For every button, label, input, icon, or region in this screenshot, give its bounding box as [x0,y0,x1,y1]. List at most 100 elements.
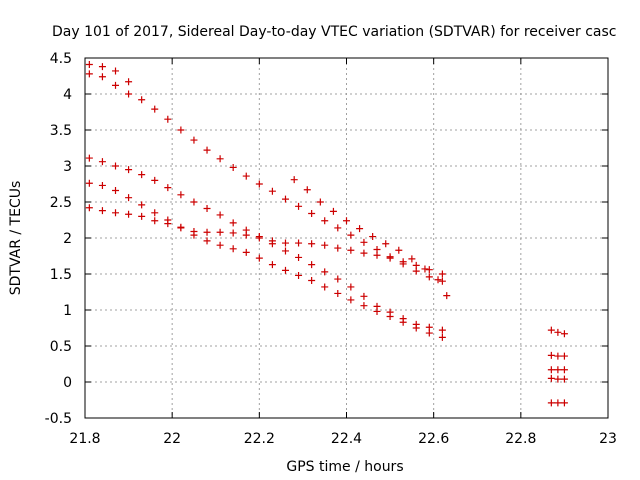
x-tick-label: 22.4 [331,431,362,447]
data-point [554,352,562,360]
data-point [203,204,211,212]
data-point [308,210,316,218]
data-point [438,277,446,285]
data-point [112,186,120,194]
data-point [177,126,185,134]
data-point [216,155,224,163]
data-point [138,212,146,220]
data-point [164,115,172,123]
series-trace-j [547,374,568,383]
data-point [547,366,555,374]
data-point [434,276,442,284]
data-point [412,261,420,269]
y-tick-label: 3.5 [50,123,72,139]
data-point [85,154,93,162]
data-point [242,231,250,239]
data-point [125,90,133,98]
data-point [347,283,355,291]
data-point [229,219,237,227]
data-point [85,204,93,212]
data-point [395,246,403,254]
data-point [85,179,93,187]
data-point [255,234,263,242]
y-tick-label: 1 [63,303,72,319]
data-point [373,251,381,259]
data-point [151,217,159,225]
data-point [112,209,120,217]
data-point [554,399,562,407]
data-point [438,270,446,278]
data-point [112,162,120,170]
series-trace-k [547,399,568,407]
plot-frame [84,57,609,419]
data-point [560,352,568,360]
data-point [295,202,303,210]
data-point [164,220,172,228]
data-point [438,333,446,341]
series-trace-i [547,366,568,374]
y-tick-label: -0.5 [45,411,72,427]
data-point [216,241,224,249]
data-point [138,201,146,209]
data-point [112,67,120,75]
data-point [190,231,198,239]
data-point [255,254,263,262]
data-point [303,186,311,194]
data-point [85,60,93,68]
data-point [308,261,316,269]
data-point [98,63,106,71]
data-point [125,78,133,86]
data-point [203,146,211,154]
grid [85,58,608,418]
ticks: 21.8 22 22.2 22.4 22.6 22.8 23 -0.5 0 0.5 1 1.5 2 2.5… [45,51,617,447]
y-tick-label: 2 [63,231,72,247]
data-point [190,198,198,206]
data-point [203,237,211,245]
x-tick-label: 21.8 [69,431,100,447]
data-point [347,246,355,254]
y-tick-label: 0 [63,375,72,391]
data-point [229,245,237,253]
data-point [216,211,224,219]
data-point [98,73,106,81]
data-point [281,239,289,247]
data-point [268,187,276,195]
data-point [334,224,342,232]
data-point [112,81,120,89]
data-point [425,273,433,281]
chart-title: Day 101 of 2017, Sidereal Day-to-day VTE… [52,24,616,40]
data-point [356,225,364,233]
data-point [98,181,106,189]
data-point [547,351,555,359]
data-point [554,366,562,374]
data-point [369,233,377,241]
data-point [443,292,451,300]
data-point [321,241,329,249]
data-point [360,302,368,310]
data-point [229,163,237,171]
series-trace-b [85,70,446,285]
data-point [242,248,250,256]
data-point [547,326,555,334]
data-point [125,194,133,202]
data-point [321,268,329,276]
plot-points [85,60,568,407]
data-point [425,266,433,274]
data-point [216,228,224,236]
data-point [203,228,211,236]
data-point [412,324,420,332]
y-tick-label: 2.5 [50,195,72,211]
data-point [399,258,407,266]
data-point [321,283,329,291]
series-trace-g [547,326,568,338]
data-point [560,330,568,338]
series-trace-e [85,204,446,341]
data-point [321,217,329,225]
data-point [295,253,303,261]
series-trace-h [547,351,568,360]
data-point [554,375,562,383]
data-point [295,271,303,279]
data-point [421,265,429,273]
data-point [190,136,198,144]
